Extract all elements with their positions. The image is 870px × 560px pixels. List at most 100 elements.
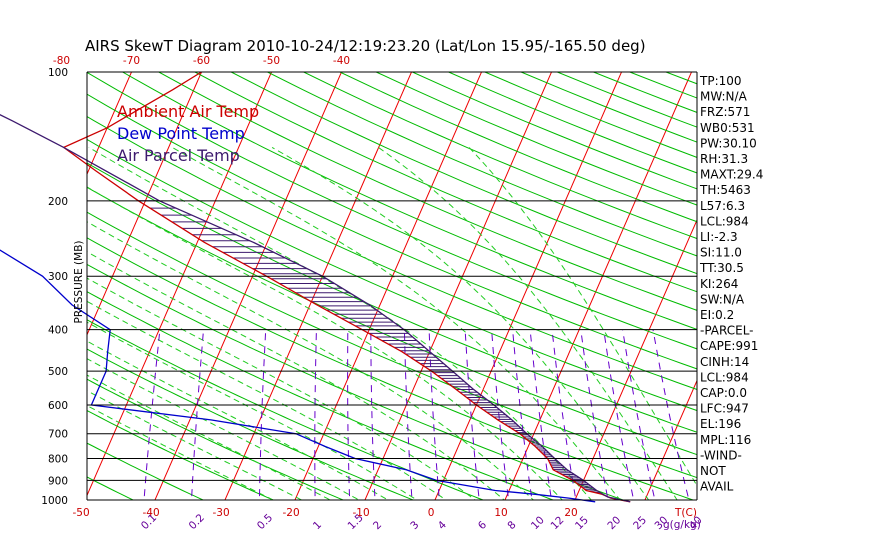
mixing-ratio-tick-label: 3 (408, 519, 421, 532)
dry-adiabat-line (412, 72, 697, 190)
x-axis-label: T(C) (674, 507, 697, 519)
moist-adiabat-line (468, 147, 697, 487)
dry-adiabat-line (87, 237, 695, 500)
moist-adiabat-line (87, 404, 275, 500)
mixing-ratio-tick-label: 0.5 (255, 512, 275, 532)
sounding-index-label: FRZ:571 (700, 105, 750, 119)
dry-adiabat-line (87, 263, 625, 500)
dry-adiabat-line (448, 72, 697, 174)
isotherm-line (154, 72, 342, 500)
mixing-ratio-tick-label: 6 (476, 519, 489, 532)
moist-adiabat-line (87, 390, 303, 500)
mixing-ratio-tick-label: 0.2 (187, 512, 207, 532)
dry-adiabat-line (0, 72, 81, 509)
legend-ambient-air-temp: Ambient Air Temp (117, 102, 259, 121)
legend-dew-point-temp: Dew Point Temp (117, 124, 245, 143)
chart-grid (0, 72, 870, 509)
sounding-index-label: -PARCEL- (700, 324, 754, 338)
dry-adiabat-line (87, 476, 135, 500)
mixing-ratio-tick-label: 2 (371, 519, 384, 532)
sounding-index-label: LCL:984 (700, 214, 749, 228)
top-temp-tick-label: -80 (53, 55, 70, 67)
dry-adiabat-line (87, 442, 205, 500)
sounding-index-label: CINH:14 (700, 355, 749, 369)
top-temp-tick-label: -70 (123, 55, 140, 67)
bottom-temp-tick-label: -10 (352, 507, 369, 519)
legend-air-parcel-temp: Air Parcel Temp (117, 146, 240, 165)
bottom-temp-tick-label: -40 (142, 507, 159, 519)
pressure-tick-label: 700 (48, 429, 68, 441)
mixing-ratio-line (652, 329, 690, 500)
sounding-index-label: TP:100 (699, 74, 742, 88)
moist-adiabat-line (87, 358, 360, 500)
moist-adiabat-line (87, 251, 506, 500)
isotherm-line (87, 72, 132, 176)
top-temp-tick-label: -40 (333, 55, 350, 67)
moist-adiabat-line (87, 277, 477, 500)
pressure-tick-label: 500 (48, 366, 68, 378)
isotherm-line (644, 379, 697, 500)
isotherm-line (224, 72, 412, 500)
isotherm-line (851, 72, 870, 509)
isotherm-line (434, 72, 622, 500)
sounding-index-label: MW:N/A (700, 90, 748, 104)
dry-adiabat-line (158, 72, 697, 311)
pressure-tick-label: 1000 (41, 495, 68, 507)
mixing-ratio-tick-label: 25 (631, 514, 649, 532)
mixing-ratio-line (603, 329, 635, 500)
mixing-ratio-tick-label: 20 (605, 514, 623, 532)
pressure-tick-label: 800 (48, 454, 68, 466)
sounding-index-label: -WIND- (700, 448, 742, 462)
mixing-ratio-tick-label: 1 (311, 519, 324, 532)
sounding-index-label: CAPE:991 (700, 339, 758, 353)
moist-adiabat-line (87, 340, 389, 500)
sounding-index-label: SI:11.0 (700, 246, 742, 260)
dry-adiabat-line (87, 291, 555, 500)
sounding-index-label: SW:N/A (700, 292, 745, 306)
sounding-index-label: KI:264 (700, 277, 738, 291)
dry-adiabat-line (122, 72, 697, 330)
sounding-index-label: PW:30.10 (700, 136, 757, 150)
isotherm-line (0, 72, 62, 509)
sounding-index-label: TT:30.5 (699, 261, 744, 275)
mixing-ratio-unit-label: g(g/kg) (663, 519, 701, 531)
dry-adiabat-line (87, 410, 275, 500)
moist-adiabat-line (87, 300, 447, 500)
dry-adiabat-line (87, 162, 697, 433)
sounding-index-label: MAXT:29.4 (700, 168, 763, 182)
pressure-tick-label: 300 (48, 271, 68, 283)
moist-adiabat-line (271, 146, 650, 500)
chart-labels: 1002003004005006007008009001000-120-110-… (0, 55, 763, 532)
bottom-temp-tick-label: 0 (428, 507, 435, 519)
dry-adiabat-line (194, 72, 697, 293)
isotherm-line (504, 72, 692, 500)
sounding-index-label: LCL:984 (700, 370, 749, 384)
mixing-ratio-line (314, 329, 317, 500)
dry-adiabat-line (87, 115, 697, 391)
moist-adiabat-line (87, 374, 332, 500)
bottom-temp-tick-label: -50 (72, 507, 89, 519)
mixing-ratio-tick-label: 4 (436, 519, 449, 532)
sounding-index-label: EL:196 (700, 417, 741, 431)
isotherm-line (87, 72, 272, 497)
pressure-tick-label: 400 (48, 325, 68, 337)
sounding-index-label: CAP:0.0 (700, 386, 747, 400)
dry-adiabat-line (739, 72, 870, 509)
dry-adiabat-line (520, 72, 697, 143)
top-temp-tick-label: -60 (193, 55, 210, 67)
dew-point-temp-curve (0, 249, 596, 503)
mixing-ratio-tick-label: 10 (529, 514, 547, 532)
dry-adiabat-line (87, 378, 345, 500)
sounding-index-label: RH:31.3 (700, 152, 748, 166)
bottom-temp-tick-label: 20 (564, 507, 577, 519)
mixing-ratio-line (347, 329, 351, 500)
isotherm-line (294, 72, 482, 500)
sounding-index-label: MPL:116 (700, 433, 751, 447)
mixing-ratio-line (464, 329, 480, 500)
top-temp-tick-label: -50 (263, 55, 280, 67)
mixing-ratio-tick-label: 8 (505, 519, 518, 532)
chart-title: AIRS SkewT Diagram 2010-10-24/12:19:23.2… (85, 37, 646, 55)
sounding-index-label: LI:-2.3 (700, 230, 738, 244)
sounding-index-label: NOT (700, 464, 726, 478)
